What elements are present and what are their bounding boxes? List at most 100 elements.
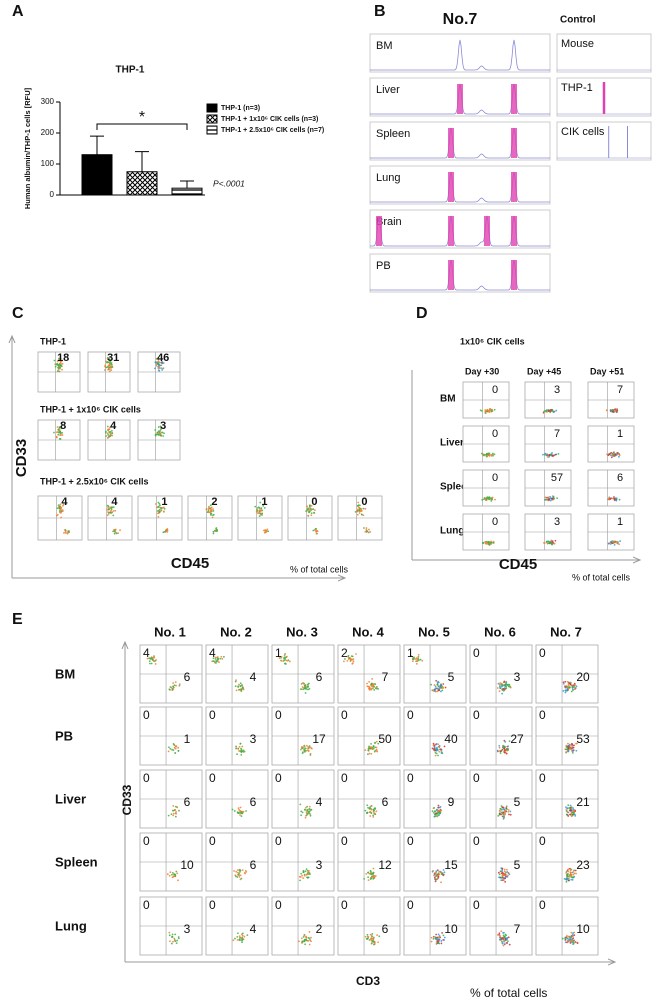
event-dot (441, 689, 444, 692)
event-dot (548, 454, 551, 457)
event-dot (55, 363, 58, 366)
event-dot (569, 681, 572, 684)
event-dot (566, 680, 569, 683)
event-dot (501, 748, 504, 751)
event-dot (372, 877, 375, 880)
event-dot (573, 744, 575, 747)
x-axis-label: CD3 (356, 974, 380, 988)
event-dot (170, 813, 173, 816)
event-dot (106, 514, 109, 517)
trace-box (369, 253, 551, 293)
event-dot (57, 366, 59, 369)
event-dot (308, 812, 311, 815)
event-dot (565, 871, 568, 874)
event-dot (499, 936, 501, 939)
event-dot (574, 869, 577, 872)
event-dot (367, 879, 370, 882)
event-dot (314, 529, 317, 531)
event-dot (437, 689, 440, 692)
event-dot (571, 685, 574, 687)
event-dot (435, 752, 438, 755)
percent-label: 10 (180, 858, 194, 872)
flow-plot (469, 644, 533, 704)
event-dot (174, 805, 177, 808)
event-dot (612, 408, 614, 411)
percent-label: 4 (111, 496, 118, 508)
event-dot (107, 506, 110, 509)
event-dot (220, 655, 223, 658)
event-dot (488, 496, 491, 499)
event-dot (567, 870, 570, 873)
event-dot (547, 498, 550, 501)
peak-highlight (448, 128, 454, 158)
event-dot (309, 504, 311, 507)
event-dot (53, 431, 55, 434)
event-dot (237, 932, 239, 935)
event-dot (430, 936, 433, 939)
event-dot (161, 431, 164, 434)
event-dot (241, 869, 244, 872)
event-dot (171, 809, 174, 812)
event-dot (241, 934, 244, 937)
event-dot (501, 692, 503, 695)
event-dot (285, 659, 288, 662)
event-dot (505, 683, 508, 686)
event-dot (434, 687, 437, 690)
event-dot (57, 368, 60, 370)
error-bar (135, 151, 149, 172)
event-dot (436, 810, 439, 813)
event-dot (371, 684, 374, 686)
event-dot (443, 745, 446, 748)
event-dot (157, 367, 160, 370)
event-dot (415, 660, 418, 663)
event-dot (308, 931, 311, 933)
trace-box (369, 165, 551, 205)
event-dot (303, 750, 306, 753)
event-dot (550, 542, 553, 545)
event-dot (159, 504, 161, 507)
row-label: Liver (376, 84, 400, 96)
event-dot (355, 653, 357, 655)
event-dot (150, 662, 153, 665)
trace-box (556, 121, 652, 161)
event-dot (280, 656, 283, 658)
event-dot (440, 809, 443, 812)
event-dot (58, 428, 61, 431)
trace (370, 215, 550, 247)
event-dot (234, 685, 237, 688)
event-dot (364, 809, 367, 812)
percent-label: 7 (617, 384, 623, 396)
event-dot (306, 809, 309, 812)
percent-label: 0 (407, 898, 414, 912)
event-dot (315, 530, 318, 533)
event-dot (442, 683, 445, 685)
y-tick-label: 300 (41, 97, 55, 106)
event-dot (552, 497, 555, 499)
event-dot (561, 937, 564, 940)
event-dot (106, 437, 109, 439)
event-dot (573, 682, 576, 685)
event-dot (216, 656, 219, 658)
event-dot (173, 937, 176, 940)
event-dot (315, 527, 318, 530)
event-dot (233, 810, 236, 812)
event-dot (436, 687, 439, 690)
percent-label: 18 (57, 352, 69, 364)
event-dot (610, 497, 613, 500)
event-dot (211, 660, 214, 663)
peak-highlight (511, 216, 517, 246)
event-dot (503, 816, 505, 819)
event-dot (572, 813, 575, 816)
event-dot (309, 508, 312, 511)
event-dot (364, 935, 367, 938)
event-dot (507, 685, 510, 688)
event-dot (410, 655, 413, 657)
event-dot (304, 692, 307, 694)
event-dot (302, 682, 305, 685)
event-dot (158, 369, 161, 372)
event-dot (546, 496, 548, 499)
event-dot (299, 803, 302, 806)
event-dot (207, 510, 210, 512)
y-axis-label: CD33 (120, 784, 134, 815)
event-dot (172, 749, 175, 751)
